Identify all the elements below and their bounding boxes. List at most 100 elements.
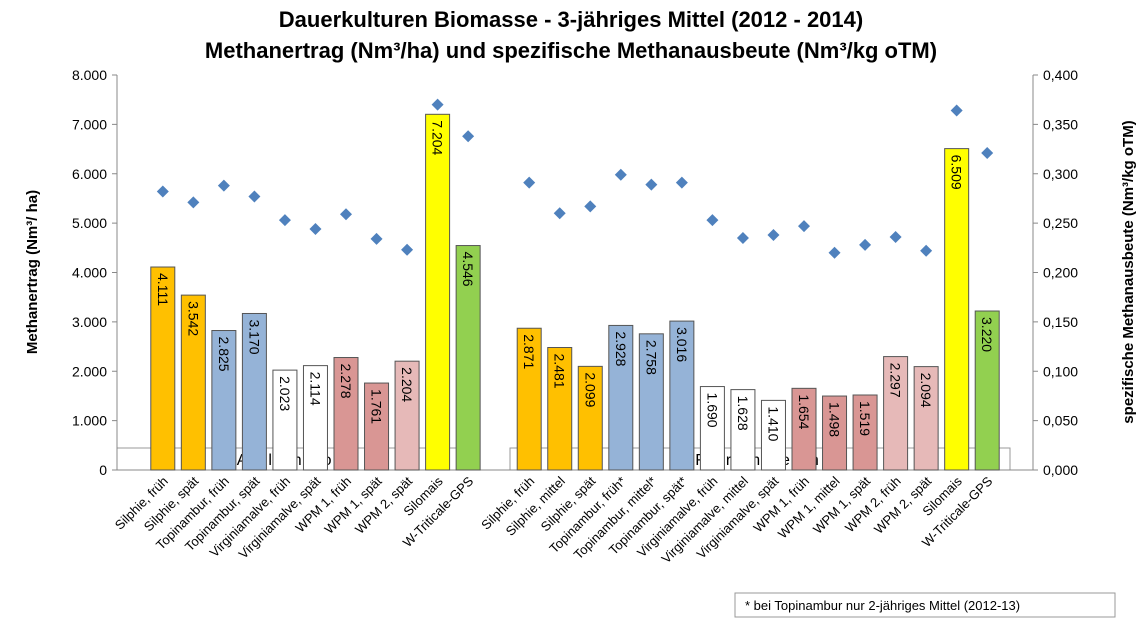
bar xyxy=(760,399,786,471)
value-label: 2.023 xyxy=(277,376,293,411)
bar xyxy=(944,148,970,471)
footnote-box xyxy=(734,592,1116,618)
value-label: 2.094 xyxy=(918,373,934,408)
bar xyxy=(272,369,298,471)
value-label: 3.016 xyxy=(674,327,690,362)
value-label: 7.204 xyxy=(430,120,446,155)
value-label: 2.114 xyxy=(307,372,323,406)
bar xyxy=(974,310,1000,471)
value-label: 2.928 xyxy=(613,331,629,366)
bar xyxy=(364,382,390,471)
marker xyxy=(553,207,566,220)
bar xyxy=(241,312,267,471)
y-tick-label: 1.000 xyxy=(72,413,107,429)
bar xyxy=(516,327,542,471)
marker xyxy=(950,104,963,117)
value-label: 1.519 xyxy=(857,401,873,436)
marker xyxy=(889,230,902,243)
marker xyxy=(675,176,688,189)
value-label: 3.220 xyxy=(979,317,995,352)
bar xyxy=(669,320,695,471)
y-axis-title: Methanertrag (Nm³/ ha) xyxy=(24,190,41,354)
bar xyxy=(425,113,451,471)
value-label: 4.546 xyxy=(460,252,476,287)
y2-tick-label: 0,050 xyxy=(1043,413,1078,429)
y2-tick-label: 0,250 xyxy=(1043,215,1078,231)
value-label: 2.278 xyxy=(338,364,354,399)
marker xyxy=(248,190,261,203)
bar xyxy=(211,330,237,471)
value-label: 3.170 xyxy=(246,319,262,354)
y-tick-label: 8.000 xyxy=(72,67,107,83)
bar xyxy=(455,245,481,471)
y-tick-label: 0 xyxy=(99,462,107,478)
marker xyxy=(767,228,780,241)
group-label: Forchheim xyxy=(695,452,825,469)
marker xyxy=(614,168,627,181)
bar xyxy=(852,394,878,471)
bar xyxy=(547,347,573,471)
value-label: 1.410 xyxy=(765,406,781,441)
marker xyxy=(798,220,810,233)
marker xyxy=(156,185,169,198)
y2-tick-label: 0,000 xyxy=(1043,462,1078,478)
marker xyxy=(523,176,536,189)
y-tick-label: 7.000 xyxy=(72,116,107,132)
y2-tick-label: 0,300 xyxy=(1043,166,1078,182)
bar xyxy=(150,266,176,471)
bar xyxy=(638,333,664,471)
value-label: 4.111 xyxy=(155,273,171,306)
marker xyxy=(584,200,597,213)
marker xyxy=(981,147,994,160)
marker xyxy=(340,208,352,221)
chart-subtitle: Methanertrag (Nm³/ha) und spezifische Me… xyxy=(205,38,937,63)
y-tick-label: 6.000 xyxy=(72,166,107,182)
bar xyxy=(180,294,206,471)
value-label: 2.204 xyxy=(399,367,415,402)
marker xyxy=(736,231,749,244)
chart-title: Dauerkulturen Biomasse - 3-jähriges Mitt… xyxy=(279,7,863,32)
marker xyxy=(187,196,200,209)
marker xyxy=(401,243,414,256)
value-label: 1.498 xyxy=(827,402,843,437)
marker xyxy=(859,238,872,251)
marker xyxy=(828,246,841,259)
bar xyxy=(608,324,634,471)
value-label: 2.099 xyxy=(582,372,598,407)
value-label: 2.825 xyxy=(216,337,232,372)
marker xyxy=(920,244,933,257)
value-label: 1.628 xyxy=(735,396,751,431)
y2-tick-label: 0,100 xyxy=(1043,363,1078,379)
value-label: 1.690 xyxy=(704,393,720,428)
value-label: 1.761 xyxy=(369,389,385,424)
y-tick-label: 5.000 xyxy=(72,215,107,231)
bar xyxy=(302,365,328,471)
value-label: 2.297 xyxy=(888,363,904,398)
bar xyxy=(577,365,603,471)
bar xyxy=(730,389,756,471)
bar xyxy=(699,386,725,471)
marker xyxy=(217,179,230,192)
y2-tick-label: 0,150 xyxy=(1043,314,1078,330)
marker xyxy=(706,214,719,227)
bar xyxy=(333,357,359,471)
y2-tick-label: 0,200 xyxy=(1043,265,1078,281)
bar xyxy=(913,366,939,471)
value-label: 2.758 xyxy=(643,340,659,375)
marker xyxy=(370,232,383,245)
value-label: 2.871 xyxy=(521,334,537,369)
footnote: * bei Topinambur nur 2-jähriges Mittel (… xyxy=(745,598,1020,613)
value-label: 2.481 xyxy=(552,354,568,389)
marker xyxy=(431,98,444,111)
y-tick-label: 2.000 xyxy=(72,363,107,379)
marker xyxy=(309,223,322,236)
value-label: 6.509 xyxy=(949,155,965,190)
bar xyxy=(394,360,420,471)
value-label: 3.542 xyxy=(185,301,201,336)
marker xyxy=(645,178,658,191)
value-label: 1.654 xyxy=(796,394,812,429)
marker xyxy=(462,130,475,143)
y-tick-label: 3.000 xyxy=(72,314,107,330)
y-tick-label: 4.000 xyxy=(72,265,107,281)
